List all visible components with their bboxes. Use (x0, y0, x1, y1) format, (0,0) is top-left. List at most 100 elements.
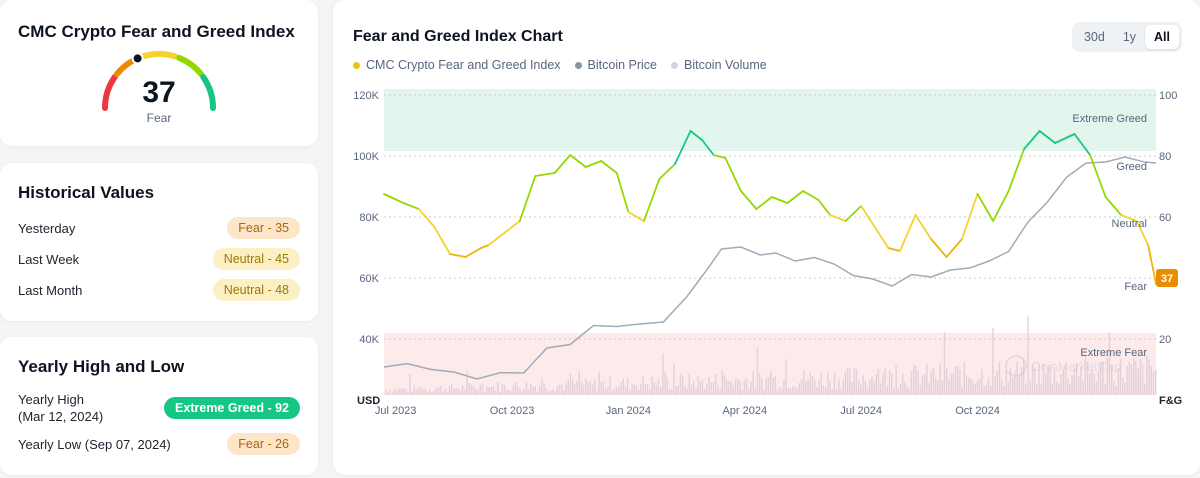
yearly-high-text: Yearly High (18, 392, 85, 407)
volume-bar (541, 378, 543, 395)
volume-bar (728, 381, 730, 395)
yearly-high-date: (Mar 12, 2024) (18, 409, 104, 424)
legend-item-fear-greed[interactable]: CMC Crypto Fear and Greed Index (353, 58, 561, 72)
volume-bar (822, 385, 825, 395)
fear-greed-segment (534, 172, 556, 177)
volume-bar (950, 373, 952, 395)
legend-item-bitcoin-price[interactable]: Bitcoin Price (574, 58, 657, 72)
volume-bar (974, 384, 976, 395)
volume-bar (781, 388, 783, 395)
volume-bar (1003, 386, 1005, 395)
volume-bar (745, 378, 748, 395)
volume-bar (495, 390, 497, 395)
volume-bar (576, 380, 578, 395)
volume-bar (704, 388, 706, 395)
volume-bar (723, 375, 726, 395)
volume-bar (684, 385, 686, 395)
fear-greed-segment (433, 226, 451, 255)
volume-bar (536, 391, 539, 395)
volume-bar (831, 389, 833, 395)
volume-bar (708, 376, 710, 395)
historical-values-card: Historical Values Yesterday Fear - 35 La… (0, 163, 318, 321)
volume-bar (459, 390, 462, 395)
volume-bar (503, 384, 506, 395)
volume-bar (464, 389, 466, 395)
volume-bar (624, 385, 627, 395)
volume-bar (563, 390, 565, 395)
volume-bar (587, 382, 589, 395)
bitcoin-price-line (383, 156, 1157, 380)
volume-bar (734, 379, 737, 395)
range-1y-button[interactable]: 1y (1122, 30, 1137, 44)
volume-bar (567, 379, 569, 395)
volume-bar (811, 376, 814, 395)
volume-bar (396, 390, 398, 395)
historical-row-last-month-label: Last Month (18, 283, 83, 298)
volume-bar (622, 378, 624, 395)
range-30d-button[interactable]: 30d (1083, 30, 1105, 44)
range-all-button[interactable]: All (1145, 25, 1179, 49)
volume-bar (805, 381, 807, 395)
volume-bars (385, 316, 1157, 395)
volume-bar (616, 387, 618, 395)
volume-bar (864, 380, 866, 395)
right-tick-label: 20 (1159, 334, 1171, 346)
volume-bar (924, 373, 926, 395)
volume-bar (578, 370, 580, 395)
volume-bar (853, 368, 855, 395)
volume-bar (809, 372, 811, 395)
volume-bar (561, 384, 563, 395)
volume-bar (891, 372, 893, 395)
fear-greed-segment (860, 205, 878, 231)
volume-bar (440, 385, 442, 395)
legend-item-bitcoin-volume[interactable]: Bitcoin Volume (671, 58, 767, 72)
volume-bar (774, 375, 776, 395)
volume-bar (937, 380, 939, 395)
volume-bar (1126, 365, 1128, 395)
volume-bar (1095, 381, 1097, 395)
fear-greed-segment (487, 232, 506, 246)
volume-bar (1064, 364, 1067, 395)
volume-bar (961, 387, 963, 395)
volume-bar (1005, 369, 1007, 395)
volume-bar (862, 375, 864, 395)
gauge-arc-neutral (139, 50, 179, 60)
gauge-arc-greed (176, 54, 204, 77)
volume-bar (497, 382, 499, 395)
volume-bar (510, 391, 512, 395)
volume-bar (803, 370, 805, 395)
volume-bar (644, 384, 646, 395)
volume-bar (710, 382, 712, 395)
volume-bar (1100, 361, 1102, 395)
volume-bar (1135, 360, 1137, 395)
volume-bar (1073, 369, 1075, 395)
volume-bar (917, 370, 919, 395)
volume-bar (598, 372, 600, 395)
volume-bar (910, 370, 913, 395)
volume-bar (1108, 332, 1111, 395)
left-tick-label: 40K (359, 334, 379, 346)
volume-bar (400, 389, 402, 395)
volume-bar (1007, 382, 1009, 395)
fear-greed-segment (961, 193, 979, 240)
volume-bar (519, 388, 521, 395)
volume-bar (739, 380, 741, 395)
fear-greed-segment (930, 238, 948, 258)
volume-bar (926, 363, 928, 395)
volume-bar (532, 387, 534, 395)
fear-greed-segment (992, 190, 1010, 222)
volume-bar (462, 385, 464, 395)
watermark-text: CoinMarketCap (1031, 359, 1121, 374)
volume-bar (825, 387, 827, 395)
volume-bar (1075, 362, 1078, 395)
volume-bar (506, 389, 508, 395)
volume-bar (627, 377, 629, 395)
volume-bar (415, 389, 418, 395)
historical-row-yesterday-badge: Fear - 35 (227, 217, 300, 239)
volume-bar (468, 383, 470, 395)
volume-bar (976, 380, 979, 395)
volume-bar (638, 390, 640, 395)
volume-bar (473, 386, 475, 395)
zone-label: Extreme Fear (1080, 347, 1147, 359)
volume-bar (902, 373, 904, 395)
